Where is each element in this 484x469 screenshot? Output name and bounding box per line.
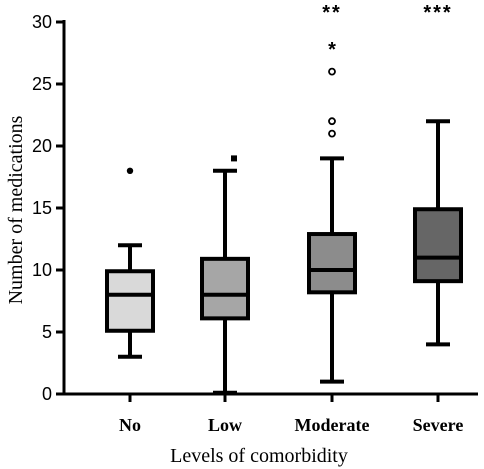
iqr-box (200, 256, 250, 321)
box-severe: *** (413, 2, 463, 347)
y-axis-title: Number of medications (5, 115, 27, 304)
iqr-box (307, 232, 357, 295)
y-tick-label: 5 (42, 322, 52, 342)
boxes-layer: *** *** (105, 2, 463, 395)
outlier-point (231, 155, 237, 162)
x-tick-label: No (119, 415, 141, 435)
y-tick-label: 15 (32, 198, 52, 218)
y-tick-label: 20 (32, 136, 52, 156)
box-moderate: *** (307, 2, 357, 384)
axes-layer: 0 5 10 15 20 25 30 No Low Moderate Severe (32, 12, 478, 435)
x-axis-title: Levels of comorbidity (170, 445, 348, 467)
x-tick-label: Severe (413, 415, 464, 435)
box-low (200, 155, 250, 395)
y-tick-label: 25 (32, 74, 52, 94)
significance-label: *** (423, 2, 452, 24)
y-tick-label: 0 (42, 384, 52, 404)
outlier-point (328, 67, 336, 76)
outlier-point (126, 167, 134, 174)
box-no (105, 167, 155, 359)
x-tick-label: Low (208, 415, 242, 435)
iqr-box (413, 207, 463, 284)
y-tick-label: 10 (32, 260, 52, 280)
x-tick-label: Moderate (295, 415, 370, 435)
outlier-point (328, 129, 336, 138)
outlier-point: * (328, 39, 336, 61)
iqr-box (105, 269, 155, 333)
outlier-point (328, 117, 336, 126)
significance-label: ** (322, 2, 342, 24)
y-tick-label: 30 (32, 12, 52, 32)
